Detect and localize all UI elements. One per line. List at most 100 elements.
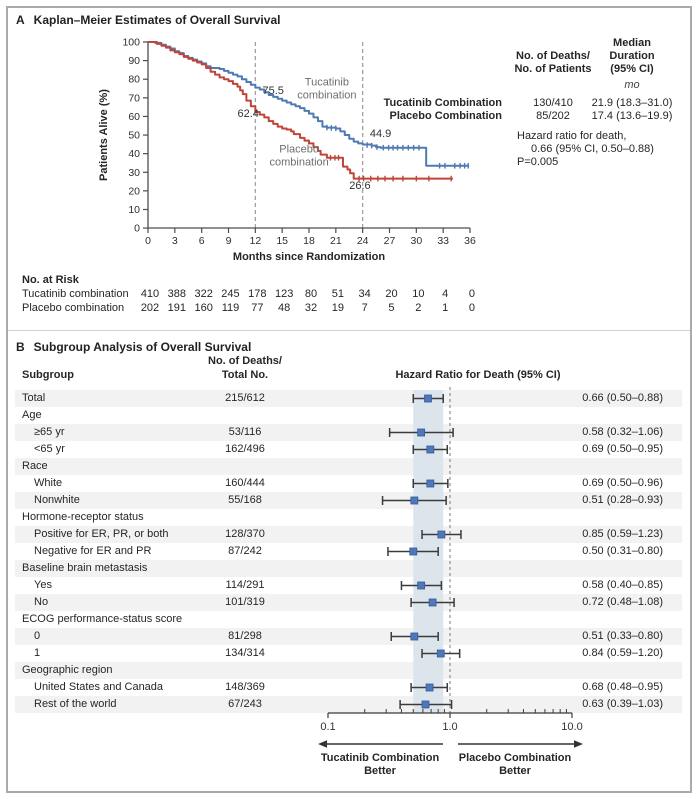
panel-divider [8, 330, 690, 331]
forest-row-deaths: 67/243 [228, 698, 262, 710]
forest-row-label: Nonwhite [34, 494, 80, 506]
forest-row-deaths: 128/370 [225, 528, 265, 540]
at-risk-value: 410 [140, 288, 160, 300]
panel-b-title-text: Subgroup Analysis of Overall Survival [33, 340, 252, 354]
panel-b-title: B Subgroup Analysis of Overall Survival [16, 340, 251, 354]
forest-row-label: 1 [34, 647, 41, 659]
forest-row-deaths: 87/242 [228, 545, 262, 557]
forest-row-hr-text: 0.66 (0.50–0.88) [582, 392, 663, 404]
forest-data-row: Negative for ER and PR 87/242 0.50 (0.31–0… [15, 543, 682, 560]
forest-data-row: <65 yr 162/496 0.69 (0.50–0.95) [15, 441, 682, 458]
forest-row-deaths: 101/319 [225, 596, 265, 608]
figure-border [6, 6, 692, 793]
stats-row-tucatinib-label: Tucatinib Combination [383, 97, 502, 109]
forest-row-label: Geographic region [22, 664, 113, 676]
at-risk-value: 191 [167, 302, 186, 314]
forest-data-row: No 101/319 0.72 (0.48–1.08) [15, 594, 682, 611]
forest-row-deaths: 148/369 [225, 681, 265, 693]
col-header-deaths: No. of Deaths/ Total No. [208, 355, 282, 381]
forest-data-row: Nonwhite 55/168 0.51 (0.28–0.93) [15, 492, 682, 509]
col-header-subgroup: Subgroup [22, 369, 74, 381]
forest-row-label: ECOG performance-status score [22, 613, 183, 625]
panel-a-title: A Kaplan–Meier Estimates of Overall Survi… [16, 13, 280, 27]
right-better-label: Placebo Combination Better [458, 752, 572, 777]
at-risk-value: 20 [385, 288, 398, 300]
forest-row-deaths: 53/116 [228, 426, 262, 438]
at-risk-value: 32 [304, 302, 318, 314]
forest-data-row: Total 215/612 0.66 (0.50–0.88) [15, 390, 682, 407]
at-risk-row-label: Placebo combination [22, 302, 125, 314]
forest-row-label: Age [22, 409, 42, 421]
forest-data-row: 1 134/314 0.84 (0.59–1.20) [15, 645, 682, 662]
stats-deaths-header: No. of Deaths/ No. of Patients [514, 50, 592, 75]
at-risk-value: 10 [412, 288, 425, 300]
at-risk-value: 388 [167, 288, 186, 300]
at-risk-value: 123 [274, 288, 294, 300]
forest-row-hr-text: 0.84 (0.59–1.20) [582, 647, 663, 659]
forest-row-hr-text: 0.51 (0.28–0.93) [582, 494, 663, 506]
forest-group-header-row: Baseline brain metastasis [15, 560, 682, 577]
forest-row-deaths: 215/612 [225, 392, 265, 404]
panel-a-letter: A [16, 13, 25, 27]
forest-row-deaths: 160/444 [225, 477, 265, 489]
forest-row-hr-text: 0.51 (0.33–0.80) [582, 630, 663, 642]
km-x-axis-title: Months since Randomization [232, 251, 386, 263]
forest-data-row: White 160/444 0.69 (0.50–0.96) [15, 475, 682, 492]
stats-row-tucatinib-median: 21.9 (18.3–31.0) [591, 97, 673, 109]
forest-row-hr-text: 0.69 (0.50–0.95) [582, 443, 663, 455]
at-risk-row-label: Tucatinib combination [22, 288, 129, 300]
forest-row-label: ≥65 yr [34, 426, 65, 438]
forest-data-row: United States and Canada 148/369 0.68 (0.4… [15, 679, 682, 696]
forest-row-label: Baseline brain metastasis [22, 562, 148, 574]
hazard-ratio-line1: Hazard ratio for death, [517, 130, 627, 142]
forest-row-label: Positive for ER, PR, or both [34, 528, 169, 540]
at-risk-value: 77 [251, 302, 264, 314]
forest-data-row: Rest of the world 67/243 0.63 (0.39–1.03) [15, 696, 682, 713]
forest-data-row: ≥65 yr 53/116 0.58 (0.32–1.06) [15, 424, 682, 441]
km-y-axis-title: Patients Alive (%) [98, 89, 110, 181]
at-risk-title: No. at Risk [22, 274, 79, 286]
forest-row-hr-text: 0.58 (0.32–1.06) [582, 426, 663, 438]
forest-group-header-row: Geographic region [15, 662, 682, 679]
forest-row-hr-text: 0.63 (0.39–1.03) [582, 698, 663, 710]
forest-row-hr-text: 0.69 (0.50–0.96) [582, 477, 663, 489]
at-risk-value: 245 [221, 288, 240, 300]
stats-row-placebo-deaths: 85/202 [536, 110, 570, 122]
at-risk-value: 51 [331, 288, 344, 300]
forest-row-label: Hormone-receptor status [22, 511, 144, 523]
at-risk-value: 322 [194, 288, 213, 300]
at-risk-value: 34 [358, 288, 371, 300]
stats-median-header: Median Duration (95% CI) [609, 37, 655, 75]
forest-row-hr-text: 0.68 (0.48–0.95) [582, 681, 663, 693]
at-risk-value: 4 [442, 288, 449, 300]
at-risk-value: 80 [304, 288, 318, 300]
forest-row-hr-text: 0.72 (0.48–1.08) [582, 596, 663, 608]
at-risk-value: 0 [468, 302, 476, 314]
forest-row-deaths: 55/168 [228, 494, 262, 506]
forest-row-hr-text: 0.50 (0.31–0.80) [582, 545, 663, 557]
col-header-hazard-ratio: Hazard Ratio for Death (95% CI) [395, 369, 561, 381]
forest-group-header-row: ECOG performance-status score [15, 611, 682, 628]
forest-group-header-row: Race [15, 458, 682, 475]
at-risk-value: 5 [388, 302, 395, 314]
forest-row-label: Rest of the world [34, 698, 117, 710]
forest-row-label: 0 [34, 630, 41, 642]
forest-row-label: Total [22, 392, 46, 404]
stats-row-tucatinib-deaths: 130/410 [533, 97, 573, 109]
left-better-label: Tucatinib Combination Better [320, 752, 440, 777]
forest-row-deaths: 134/314 [225, 647, 265, 659]
at-risk-value: 202 [140, 302, 160, 314]
stats-row-placebo-label: Placebo Combination [389, 110, 502, 122]
forest-row-label: White [34, 477, 63, 489]
forest-row-label: Negative for ER and PR [34, 545, 152, 557]
forest-row-label: Race [22, 460, 48, 472]
at-risk-value: 19 [331, 302, 344, 314]
at-risk-value: 7 [361, 302, 368, 314]
at-risk-value: 119 [221, 302, 240, 314]
forest-rows: Total 215/612 0.66 (0.50–0.88) Age ≥65 yr 53/… [15, 390, 682, 713]
forest-group-header-row: Age [15, 407, 682, 424]
forest-row-label: United States and Canada [34, 681, 164, 693]
at-risk-value: 1 [442, 302, 449, 314]
panel-b-letter: B [16, 340, 25, 354]
